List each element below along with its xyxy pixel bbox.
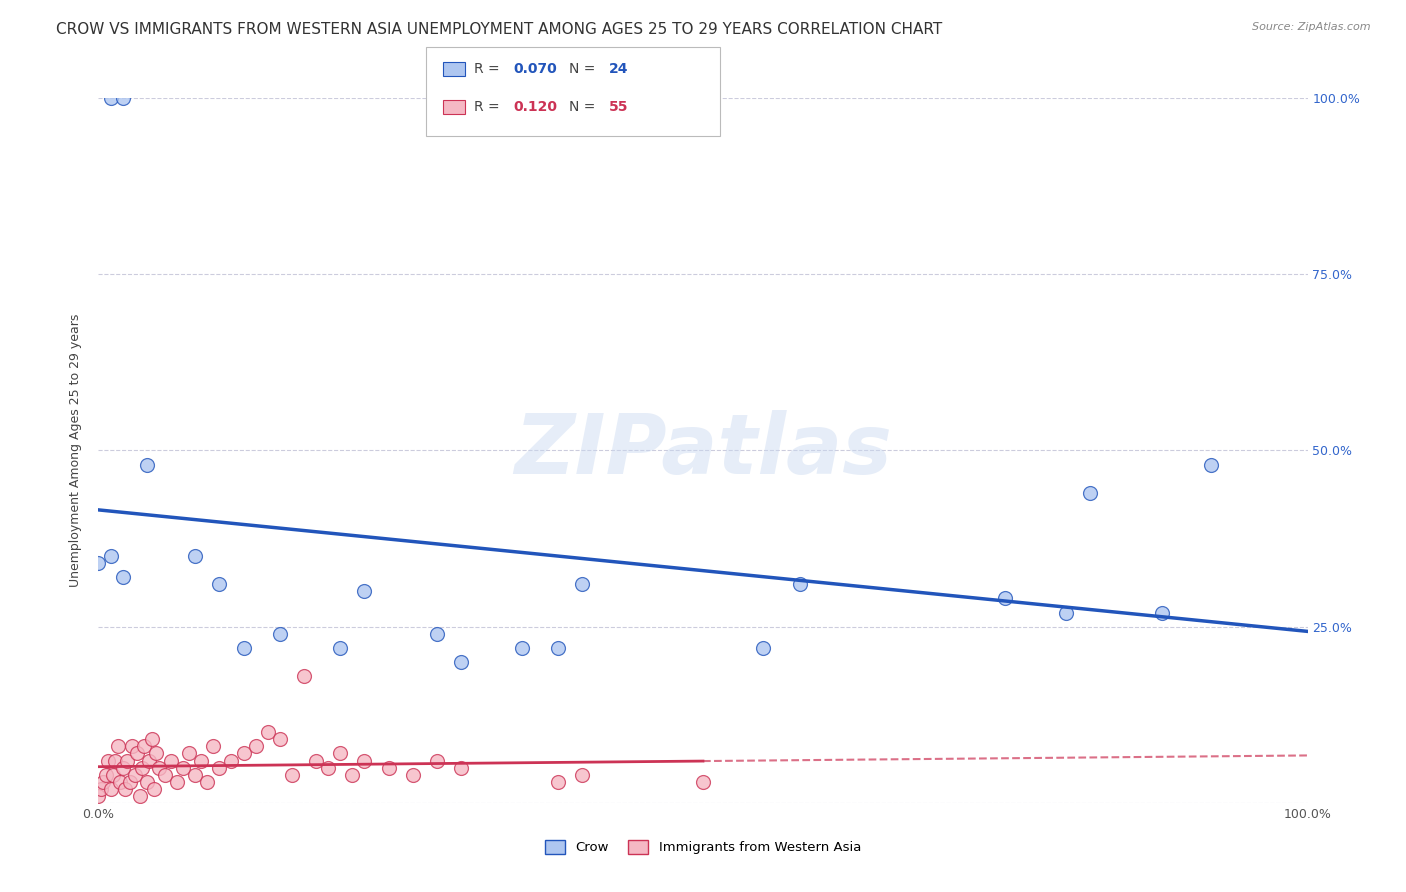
Y-axis label: Unemployment Among Ages 25 to 29 years: Unemployment Among Ages 25 to 29 years: [69, 314, 83, 587]
Text: R =: R =: [474, 100, 503, 114]
Point: [208, 577, 231, 591]
Point: [128, 789, 150, 803]
Point: [184, 767, 207, 781]
Point: [111, 570, 134, 584]
Point: [353, 584, 375, 599]
Point: [145, 747, 167, 761]
Point: [208, 760, 231, 774]
Point: [571, 767, 593, 781]
Text: 0.120: 0.120: [513, 100, 557, 114]
Point: [108, 774, 131, 789]
Point: [789, 577, 811, 591]
Point: [135, 458, 157, 472]
Text: 0.070: 0.070: [513, 62, 557, 76]
Point: [179, 747, 201, 761]
Point: [316, 760, 339, 774]
Point: [124, 767, 146, 781]
Point: [97, 754, 120, 768]
Point: [281, 767, 304, 781]
Point: [221, 754, 243, 768]
Point: [195, 774, 218, 789]
Point: [114, 781, 136, 796]
Point: [141, 732, 163, 747]
Point: [184, 549, 207, 564]
Point: [160, 754, 183, 768]
Text: 24: 24: [609, 62, 628, 76]
Point: [269, 732, 291, 747]
Point: [135, 774, 157, 789]
Point: [138, 754, 160, 768]
Point: [190, 754, 212, 768]
Text: 55: 55: [609, 100, 628, 114]
Text: CROW VS IMMIGRANTS FROM WESTERN ASIA UNEMPLOYMENT AMONG AGES 25 TO 29 YEARS CORR: CROW VS IMMIGRANTS FROM WESTERN ASIA UNE…: [56, 22, 942, 37]
Point: [450, 760, 472, 774]
Point: [127, 747, 149, 761]
Point: [305, 754, 328, 768]
Point: [994, 591, 1017, 606]
Point: [342, 767, 364, 781]
Point: [94, 767, 117, 781]
Point: [91, 774, 114, 789]
Point: [148, 760, 170, 774]
Point: [571, 577, 593, 591]
Point: [232, 640, 254, 655]
Point: [752, 640, 775, 655]
Point: [172, 760, 194, 774]
Point: [90, 781, 112, 796]
Point: [166, 774, 188, 789]
Point: [100, 91, 122, 105]
Point: [100, 781, 122, 796]
Point: [292, 669, 315, 683]
Text: R =: R =: [474, 62, 503, 76]
Point: [121, 739, 143, 754]
Text: ZIPatlas: ZIPatlas: [515, 410, 891, 491]
Point: [1152, 606, 1174, 620]
Point: [547, 774, 569, 789]
Legend: Crow, Immigrants from Western Asia: Crow, Immigrants from Western Asia: [540, 835, 866, 860]
Point: [402, 767, 425, 781]
Point: [87, 789, 110, 803]
Point: [111, 91, 134, 105]
Point: [377, 760, 399, 774]
Point: [202, 739, 225, 754]
Point: [510, 640, 533, 655]
Point: [1054, 606, 1077, 620]
Point: [692, 774, 714, 789]
Text: N =: N =: [569, 62, 600, 76]
Point: [111, 760, 134, 774]
Point: [107, 739, 129, 754]
Point: [153, 767, 176, 781]
Point: [245, 739, 267, 754]
Text: Source: ZipAtlas.com: Source: ZipAtlas.com: [1253, 22, 1371, 32]
Point: [134, 739, 156, 754]
Text: N =: N =: [569, 100, 600, 114]
Point: [426, 626, 449, 640]
Point: [450, 655, 472, 669]
Point: [329, 747, 352, 761]
Point: [101, 767, 124, 781]
Point: [547, 640, 569, 655]
Point: [131, 760, 153, 774]
Point: [100, 549, 122, 564]
Point: [143, 781, 166, 796]
Point: [329, 640, 352, 655]
Point: [353, 754, 375, 768]
Point: [1199, 458, 1222, 472]
Point: [269, 626, 291, 640]
Point: [426, 754, 449, 768]
Point: [104, 754, 127, 768]
Point: [117, 754, 139, 768]
Point: [256, 725, 278, 739]
Point: [1078, 485, 1101, 500]
Point: [232, 747, 254, 761]
Point: [118, 774, 141, 789]
Point: [87, 556, 110, 570]
